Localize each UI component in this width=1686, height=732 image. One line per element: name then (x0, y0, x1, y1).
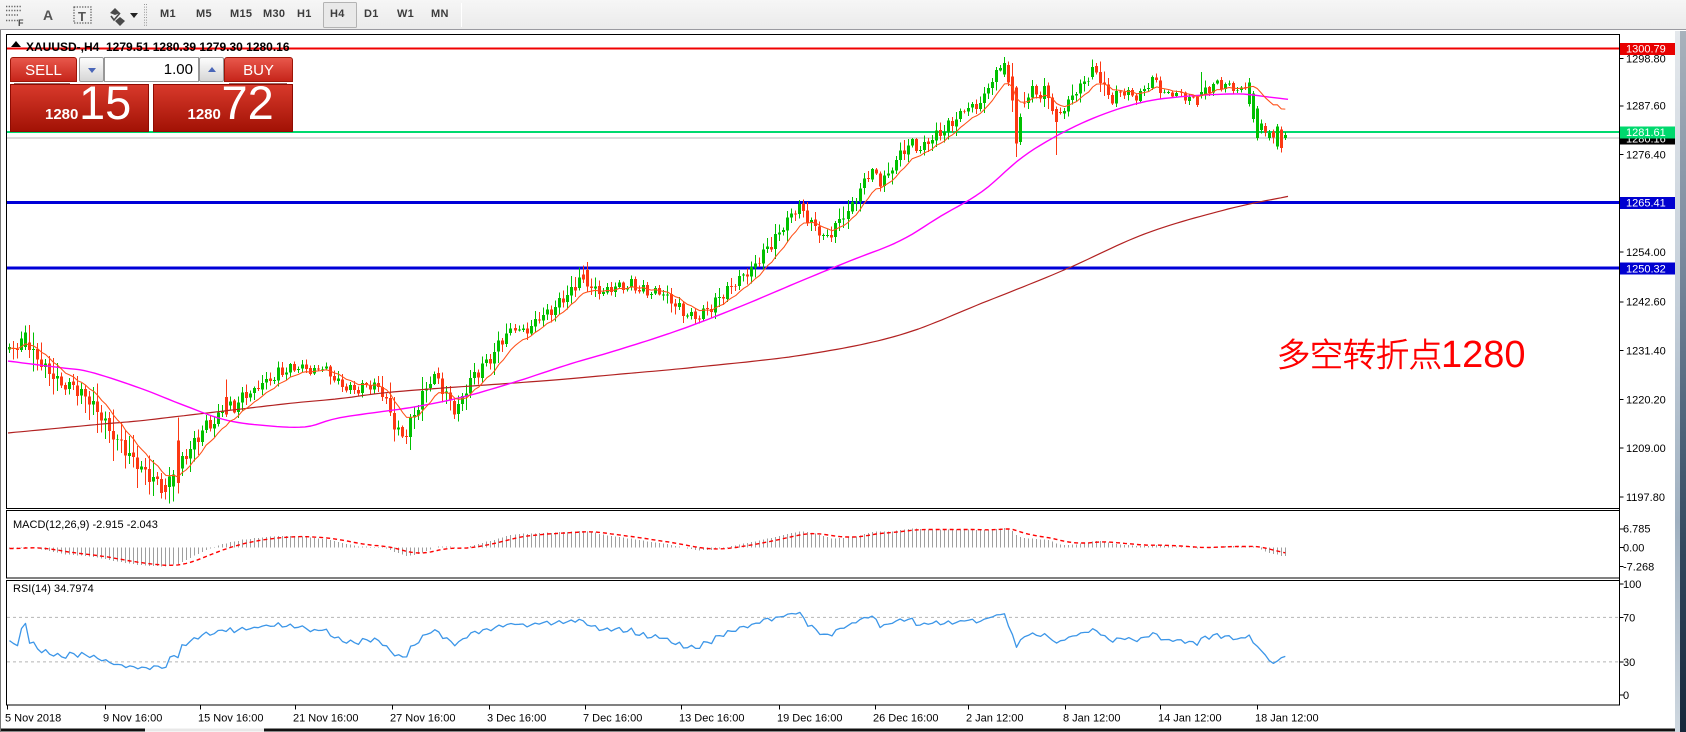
svg-text:0: 0 (1623, 690, 1629, 702)
svg-text:XAUUSD-,H4 1279.51 1280.39 12: XAUUSD-,H4 1279.51 1280.39 1279.30 1280.… (26, 40, 290, 54)
svg-text:70: 70 (1623, 612, 1635, 624)
svg-text:1280: 1280 (1441, 334, 1526, 376)
svg-text:1265.41: 1265.41 (1626, 198, 1666, 210)
svg-text:3 Dec 16:00: 3 Dec 16:00 (487, 713, 546, 725)
svg-text:1242.60: 1242.60 (1626, 297, 1666, 309)
svg-text:5 Nov 2018: 5 Nov 2018 (5, 713, 61, 725)
svg-text:18 Jan 12:00: 18 Jan 12:00 (1255, 713, 1319, 725)
svg-text:1287.60: 1287.60 (1626, 101, 1666, 113)
svg-text:14 Jan 12:00: 14 Jan 12:00 (1158, 713, 1222, 725)
svg-text:6.785: 6.785 (1623, 524, 1651, 536)
svg-text:1281.61: 1281.61 (1626, 127, 1666, 139)
svg-text:0.00: 0.00 (1623, 542, 1644, 554)
svg-text:T: T (78, 9, 86, 24)
svg-text:26 Dec 16:00: 26 Dec 16:00 (873, 713, 938, 725)
svg-text:27 Nov 16:00: 27 Nov 16:00 (390, 713, 455, 725)
svg-text:21 Nov 16:00: 21 Nov 16:00 (293, 713, 358, 725)
svg-text:1276.40: 1276.40 (1626, 150, 1666, 162)
svg-text:1220.20: 1220.20 (1626, 394, 1666, 406)
svg-text:100: 100 (1623, 579, 1641, 591)
svg-text:F: F (18, 18, 24, 28)
svg-text:A: A (43, 7, 53, 23)
svg-text:RSI(14) 34.7974: RSI(14) 34.7974 (13, 583, 94, 595)
svg-text:1231.40: 1231.40 (1626, 346, 1666, 358)
svg-text:1300.79: 1300.79 (1626, 44, 1666, 56)
svg-text:9 Nov 16:00: 9 Nov 16:00 (103, 713, 162, 725)
svg-text:15 Nov 16:00: 15 Nov 16:00 (198, 713, 263, 725)
svg-text:1298.80: 1298.80 (1626, 53, 1666, 65)
svg-text:8 Jan 12:00: 8 Jan 12:00 (1063, 713, 1121, 725)
svg-text:-7.268: -7.268 (1623, 561, 1654, 573)
svg-text:19 Dec 16:00: 19 Dec 16:00 (777, 713, 842, 725)
svg-text:1197.80: 1197.80 (1626, 492, 1665, 504)
svg-text:1250.32: 1250.32 (1626, 263, 1666, 275)
svg-text:1254.00: 1254.00 (1626, 247, 1666, 259)
svg-text:13 Dec 16:00: 13 Dec 16:00 (679, 713, 744, 725)
svg-text:2 Jan 12:00: 2 Jan 12:00 (966, 713, 1024, 725)
svg-text:7 Dec 16:00: 7 Dec 16:00 (583, 713, 642, 725)
svg-text:30: 30 (1623, 657, 1635, 669)
svg-text:1209.00: 1209.00 (1626, 443, 1666, 455)
svg-text:MACD(12,26,9) -2.915 -2.043: MACD(12,26,9) -2.915 -2.043 (13, 519, 158, 531)
